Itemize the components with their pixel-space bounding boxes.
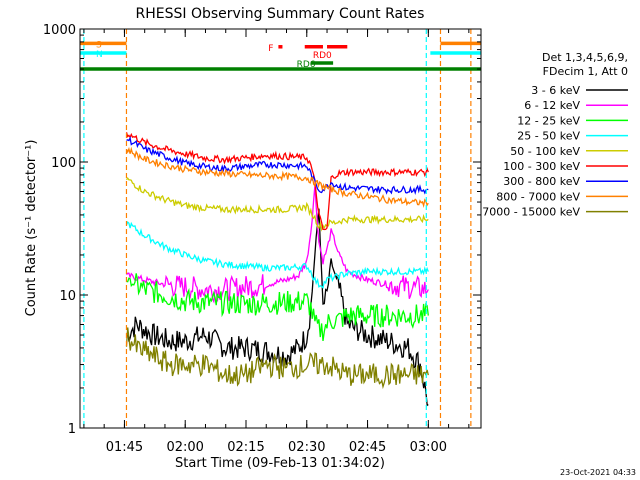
flag-label-rd0: RD0 (313, 51, 332, 61)
series-line-3 (126, 273, 429, 341)
x-tick-label-1: 01:45 (106, 440, 143, 455)
legend-label-6: 100 - 300 keV (503, 160, 580, 173)
series-layer (125, 132, 429, 407)
legend-label-9: 7000 - 15000 keV (482, 206, 580, 219)
flag-label-f: F (268, 44, 273, 54)
footer-timestamp: 23-Oct-2021 04:33 (560, 468, 636, 477)
legend-label-4: 25 - 50 keV (517, 130, 580, 143)
series-line-7 (126, 136, 429, 195)
flag-label-n: N (96, 50, 103, 60)
x-axis-label: Start Time (09-Feb-13 01:34:02) (175, 456, 385, 471)
series-line-2 (126, 185, 429, 304)
legend-label-3: 12 - 25 keV (517, 114, 580, 127)
series-line-1 (125, 208, 429, 407)
legend-header-2: FDecim 1, Att 0 (543, 65, 628, 78)
y-tick-label-4: 1000 (43, 23, 76, 38)
legend-label-7: 300 - 800 keV (503, 175, 580, 188)
y-tick-label-3: 100 (51, 156, 76, 171)
plot-frame (79, 28, 482, 429)
flag-label-s: S (96, 40, 102, 50)
series-line-8 (125, 146, 429, 208)
series-line-6 (125, 132, 429, 231)
legend-label-8: 800 - 7000 keV (496, 190, 580, 203)
x-tick-label-6: 03:00 (410, 440, 447, 455)
markers-layer (83, 29, 472, 428)
y-tick-label-1: 1 (68, 422, 76, 437)
legend-header-1: Det 1,3,4,5,6,9, (542, 51, 628, 64)
chart-title: RHESSI Observing Summary Count Rates (136, 6, 425, 22)
x-tick-label-3: 02:15 (227, 440, 264, 455)
flag-label-rd6: RD6 (297, 60, 316, 70)
x-tick-label-5: 02:45 (349, 440, 386, 455)
axes-layer: 1 10 100 1000 01:45 02:00 02:15 02:30 02:45 03:00 (43, 23, 481, 455)
x-tick-label-2: 02:00 (166, 440, 203, 455)
series-line-5 (125, 176, 429, 232)
legend-label-1: 3 - 6 keV (531, 84, 580, 97)
legend: Det 1,3,4,5,6,9, FDecim 1, Att 0 3 - 6 k… (482, 51, 628, 219)
legend-label-2: 6 - 12 keV (524, 99, 580, 112)
y-tick-label-2: 10 (59, 289, 76, 304)
y-axis-label: Count Rate (s⁻¹ detector⁻¹) (24, 140, 39, 317)
legend-label-5: 50 - 100 keV (510, 145, 580, 158)
series-line-9 (125, 327, 429, 390)
x-tick-label-4: 02:30 (288, 440, 325, 455)
series-line-4 (125, 220, 429, 289)
